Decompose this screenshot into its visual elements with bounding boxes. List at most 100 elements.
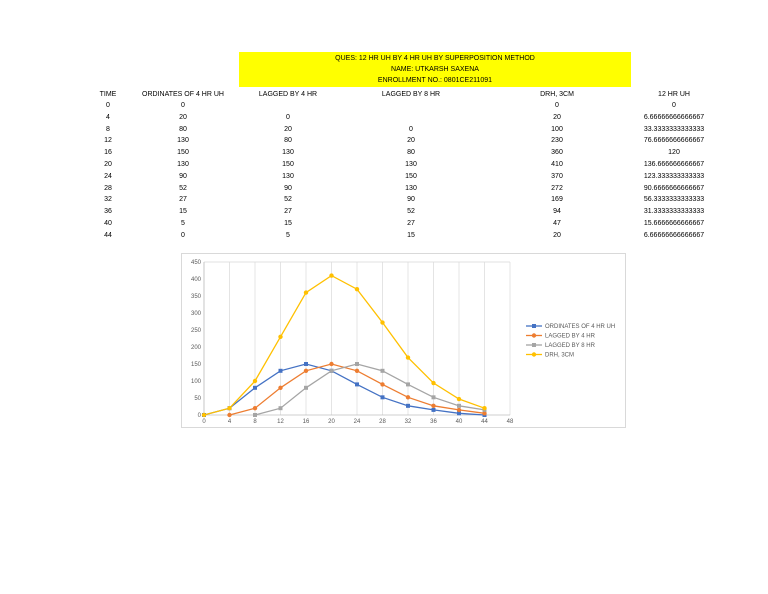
column-header: LAGGED BY 4 HR [258, 91, 318, 98]
table-cell: 80 [179, 125, 187, 133]
table-cell: 130 [405, 161, 417, 168]
data-point [405, 395, 411, 400]
y-tick-label: 450 [191, 260, 202, 266]
y-tick-label: 300 [191, 311, 202, 317]
table-cell: 44 [104, 231, 112, 239]
x-tick-label: 40 [456, 419, 463, 425]
table-cell: 90.6666666666667 [643, 184, 705, 192]
data-point [304, 362, 308, 366]
data-point [329, 368, 334, 373]
table-cell: 136.666666666667 [643, 161, 705, 168]
column-header: TIME [99, 91, 117, 98]
y-tick-label: 100 [191, 379, 202, 385]
data-point [380, 320, 385, 325]
table-cell: 15.6666666666667 [643, 220, 705, 227]
table-cell: 410 [551, 161, 563, 168]
data-point [380, 395, 385, 400]
series-line [254, 363, 485, 416]
y-tick-label: 350 [191, 294, 202, 300]
table-cell: 20 [407, 137, 415, 145]
data-point [278, 334, 283, 339]
y-tick-label: 200 [191, 345, 202, 351]
data-point [227, 406, 232, 411]
data-point [380, 368, 385, 373]
table-cell: 90 [284, 184, 292, 192]
enrollment-number: ENROLLMENT NO.: 0801CE211091 [377, 77, 493, 84]
data-point [252, 406, 258, 411]
y-tick-label: 50 [194, 396, 201, 402]
table-cell: 0 [286, 113, 290, 121]
data-point [482, 411, 487, 416]
table-cell: 52 [407, 208, 415, 216]
data-point [278, 385, 283, 390]
data-point [253, 385, 257, 390]
table-cell: 20 [104, 161, 112, 168]
legend-label: ORDINATES OF 4 HR UH [545, 324, 615, 330]
data-point [303, 368, 309, 373]
table-cell: 130 [177, 161, 189, 168]
table-cell: 24 [104, 172, 112, 180]
table-cell: 20 [179, 113, 187, 121]
x-tick-label: 20 [328, 419, 335, 425]
data-point [457, 403, 461, 408]
table-cell: 360 [551, 149, 563, 157]
data-point [380, 382, 385, 387]
column-header: ORDINATES OF 4 HR UH [142, 91, 224, 98]
header-highlight: QUES: 12 HR UH BY 4 HR UH BY SUPERPOSITI… [239, 52, 631, 87]
data-point [278, 406, 283, 411]
table-cell: 28 [104, 184, 112, 192]
table-cell: 123.333333333333 [643, 172, 705, 180]
data-point [304, 385, 308, 390]
table-cell: 15 [179, 208, 187, 216]
legend-marker [532, 343, 536, 347]
table-cell: 272 [551, 184, 563, 192]
table-cell: 20 [284, 125, 292, 133]
table-cell: 56.3333333333333 [643, 196, 705, 204]
x-tick-label: 4 [228, 419, 232, 425]
data-point [482, 406, 487, 411]
legend-label: LAGGED BY 4 HR [545, 334, 596, 340]
table-cell: 32 [104, 196, 112, 204]
data-point [227, 412, 232, 418]
data-point [201, 412, 207, 418]
table-cell: 16 [104, 149, 112, 157]
data-point [431, 407, 436, 412]
table-cell: 27 [284, 208, 292, 216]
data-point [431, 380, 436, 386]
table-cell: 0 [555, 102, 559, 109]
table-cell: 47 [553, 220, 561, 227]
table-cell: 130 [282, 172, 294, 180]
column-header: LAGGED BY 8 HR [381, 91, 441, 98]
table-cell: 15 [407, 231, 415, 239]
x-tick-label: 8 [253, 419, 257, 425]
y-tick-label: 400 [191, 277, 202, 283]
column-header: DRH, 3CM [540, 91, 574, 98]
data-point [253, 413, 257, 417]
legend-marker [532, 324, 536, 328]
table-cell: 100 [551, 125, 563, 133]
x-tick-label: 48 [507, 419, 514, 425]
data-point [354, 368, 360, 373]
table-cell: 6.66666666666667 [643, 113, 705, 121]
x-tick-label: 12 [277, 419, 284, 425]
data-point [355, 362, 359, 366]
table-cell: 5 [181, 220, 185, 227]
table-cell: 90 [179, 172, 187, 180]
table-cell: 80 [284, 137, 292, 145]
column-header: 12 HR UH [658, 91, 690, 98]
y-tick-label: 0 [198, 413, 202, 419]
y-tick-label: 250 [191, 328, 202, 334]
table-cell: 20 [553, 113, 561, 121]
table-cell: 27 [179, 196, 187, 204]
table-cell: 31.3333333333333 [643, 208, 705, 216]
table-cell: 27 [407, 220, 415, 227]
table-cell: 15 [284, 220, 292, 227]
series-line [203, 363, 485, 416]
table-cell: 94 [553, 208, 561, 216]
data-point [354, 287, 360, 292]
x-tick-label: 0 [202, 419, 206, 425]
table-cell: 4 [106, 113, 110, 121]
table-cell: 20 [553, 231, 561, 239]
table-cell: 150 [405, 172, 417, 180]
